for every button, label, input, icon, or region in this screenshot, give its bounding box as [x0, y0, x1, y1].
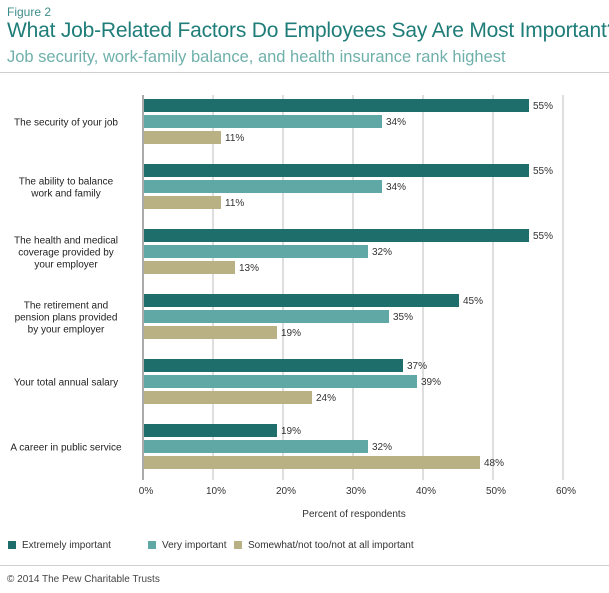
bar-very [144, 180, 382, 193]
legend-label-extremely: Extremely important [22, 540, 111, 551]
category-label: The security of your job [14, 118, 118, 129]
category-label: The ability to balance [19, 177, 114, 188]
data-label: 32% [372, 442, 392, 453]
x-axis-title: Percent of respondents [302, 509, 405, 520]
bar-very [144, 115, 382, 128]
data-label: 55% [533, 231, 553, 242]
bar-very [144, 375, 417, 388]
bar-somewhat [144, 131, 221, 144]
data-label: 19% [281, 426, 301, 437]
category-label: your employer [34, 260, 98, 271]
x-tick-label: 0% [139, 486, 154, 497]
data-label: 55% [533, 101, 553, 112]
data-label: 35% [393, 312, 413, 323]
footer-divider [0, 565, 609, 566]
legend-label-somewhat: Somewhat/not too/not at all important [248, 540, 414, 551]
legend-swatch-extremely [8, 541, 16, 549]
data-label: 13% [239, 263, 259, 274]
category-label: The health and medical [14, 236, 118, 247]
bar-extremely [144, 424, 277, 437]
bar-somewhat [144, 261, 235, 274]
data-label: 37% [407, 361, 427, 372]
data-label: 11% [225, 198, 244, 209]
category-label: work and family [30, 189, 100, 200]
bar-very [144, 245, 368, 258]
legend-item-somewhat: Somewhat/not too/not at all important [234, 540, 414, 551]
bar-extremely [144, 359, 403, 372]
data-label: 11% [225, 133, 244, 144]
data-label: 55% [533, 166, 553, 177]
legend-swatch-somewhat [234, 541, 242, 549]
bar-somewhat [144, 196, 221, 209]
x-tick-label: 30% [346, 486, 366, 497]
category-label: Your total annual salary [14, 378, 118, 389]
category-label: coverage provided by [18, 248, 114, 259]
data-label: 48% [484, 458, 504, 469]
bar-somewhat [144, 456, 480, 469]
legend-item-extremely: Extremely important [8, 540, 111, 551]
category-label: A career in public service [10, 443, 122, 454]
data-label: 32% [372, 247, 392, 258]
bar-chart: 0% 10% 20% 30% 40% 50% 60% Percent of responden… [10, 95, 576, 520]
data-label: 24% [316, 393, 336, 404]
bar-very [144, 310, 389, 323]
header-divider [0, 72, 609, 73]
bar-extremely [144, 294, 459, 307]
bar-somewhat [144, 391, 312, 404]
legend-label-very: Very important [162, 540, 227, 551]
bar-extremely [144, 164, 529, 177]
x-tick-label: 20% [276, 486, 296, 497]
bar-very [144, 440, 368, 453]
x-tick-label: 40% [416, 486, 436, 497]
legend-swatch-very [148, 541, 156, 549]
copyright: © 2014 The Pew Charitable Trusts [7, 574, 160, 585]
chart-title: What Job-Related Factors Do Employees Sa… [7, 19, 609, 42]
data-label: 45% [463, 296, 483, 307]
data-label: 34% [386, 117, 406, 128]
data-label: 19% [281, 328, 301, 339]
x-tick-label: 60% [556, 486, 576, 497]
x-tick-label: 10% [206, 486, 226, 497]
category-label: pension plans provided [15, 313, 118, 324]
data-label: 39% [421, 377, 441, 388]
x-tick-label: 50% [486, 486, 506, 497]
bar-extremely [144, 229, 529, 242]
category-label: by your employer [28, 325, 105, 336]
bar-extremely [144, 99, 529, 112]
legend-item-very: Very important [148, 540, 226, 551]
category-label: The retirement and [24, 301, 109, 312]
chart-subtitle: Job security, work-family balance, and h… [7, 48, 506, 66]
figure-label: Figure 2 [7, 5, 52, 19]
data-label: 34% [386, 182, 406, 193]
bar-somewhat [144, 326, 277, 339]
